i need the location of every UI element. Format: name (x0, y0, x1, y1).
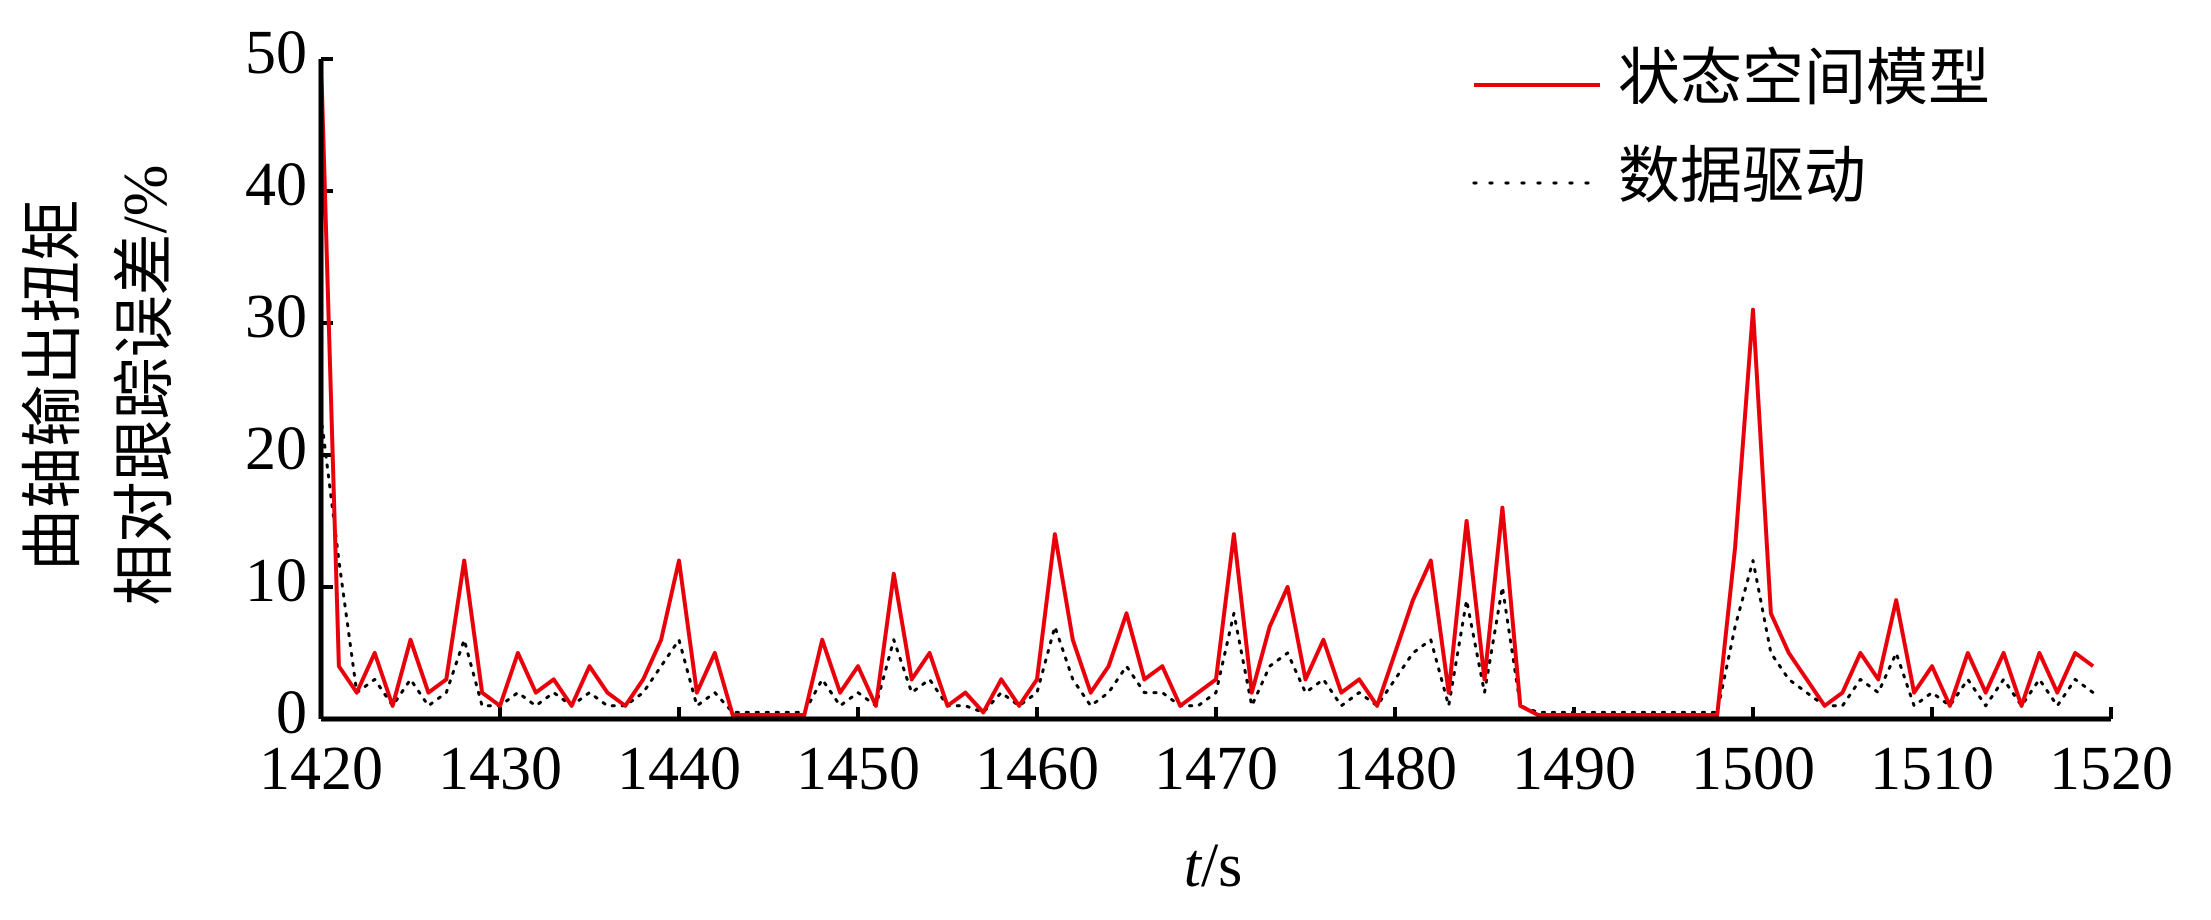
x-axis-label-var: t (1184, 832, 1203, 900)
series-line (319, 58, 2095, 718)
x-tick-label: 1520 (2049, 735, 2173, 803)
x-axis-label: t/s (1184, 832, 1243, 900)
x-tick-label: 1510 (1870, 735, 1994, 803)
x-tick-label: 1460 (975, 735, 1099, 803)
x-tick-label: 1480 (1333, 735, 1457, 803)
x-tick-label: 1500 (1691, 735, 1815, 803)
series-line (319, 413, 2095, 714)
y-tick-label: 10 (245, 547, 307, 615)
y-tick-label: 20 (245, 415, 307, 483)
legend-label: 状态空间模型 (1618, 45, 1990, 113)
y-tick-label: 30 (245, 283, 307, 351)
y-axis-label: 相对跟踪误差/% (112, 165, 180, 606)
legend-label: 数据驱动 (1618, 143, 1866, 211)
y-tick-label: 0 (276, 679, 307, 747)
x-tick-label: 1420 (259, 735, 383, 803)
x-tick-label: 1430 (438, 735, 562, 803)
x-tick-label: 1450 (796, 735, 920, 803)
y-axis-label: 曲轴输出扭矩 (20, 199, 88, 571)
x-tick-label: 1490 (1512, 735, 1636, 803)
y-tick-label: 40 (245, 151, 307, 219)
x-tick-label: 1470 (1154, 735, 1278, 803)
x-tick-label: 1440 (617, 735, 741, 803)
y-tick-label: 50 (245, 19, 307, 87)
x-axis-label-unit: /s (1201, 832, 1242, 900)
